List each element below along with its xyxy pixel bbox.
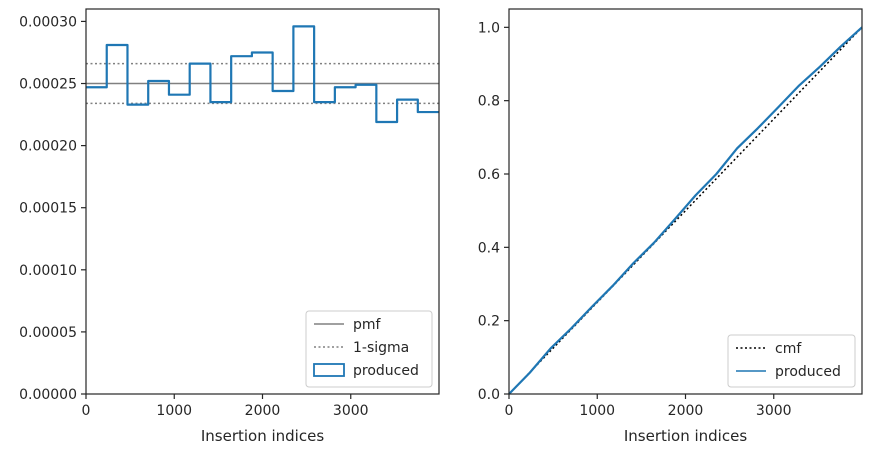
cmf-legend-label-0: cmf xyxy=(775,341,802,357)
pmf-legend-label-2: produced xyxy=(353,363,419,379)
cmf-x-tick-label-0: 0 xyxy=(505,403,514,419)
cmf-panel: 0 1000 2000 3000 0.0 0.2 0.4 0.6 0.8 1.0 Inserti… xyxy=(478,8,863,445)
pmf-x-axis-label: Insertion indices xyxy=(201,427,324,445)
pmf-legend-label-0: pmf xyxy=(353,317,382,333)
pmf-x-tick-label-2000: 2000 xyxy=(245,403,281,419)
cmf-y-tick-label-4: 0.8 xyxy=(478,94,500,110)
pmf-y-tick-label-5: 0.00025 xyxy=(19,77,77,93)
pmf-x-tick-label-3000: 3000 xyxy=(333,403,369,419)
cmf-produced-point-11 xyxy=(737,148,738,149)
cmf-produced-point-13 xyxy=(778,106,779,107)
pmf-y-tick-label-4: 0.00020 xyxy=(19,139,77,155)
cmf-produced-point-10 xyxy=(716,174,717,175)
cmf-x-axis-label: Insertion indices xyxy=(624,427,747,445)
pmf-x-tick-label-0: 0 xyxy=(82,403,91,419)
cmf-y-tick-label-3: 0.6 xyxy=(478,167,500,183)
cmf-produced-point-2 xyxy=(550,348,551,349)
pmf-y-tick-label-1: 0.00005 xyxy=(19,325,77,341)
pmf-panel: 0 1000 2000 3000 0.00000 0.00005 0.00010 0.000… xyxy=(19,8,440,445)
cmf-produced-point-4 xyxy=(591,306,592,307)
cmf-produced-point-7 xyxy=(654,242,655,243)
pmf-y-tick-label-0: 0.00000 xyxy=(19,387,77,403)
pmf-legend: pmf 1-sigma produced xyxy=(305,310,433,388)
pmf-y-tick-label-2: 0.00010 xyxy=(19,263,77,279)
pmf-legend-label-1: 1-sigma xyxy=(353,340,409,356)
cmf-series-cmf xyxy=(508,26,863,395)
cmf-produced-point-8 xyxy=(674,219,675,220)
cmf-x-tick-label-1000: 1000 xyxy=(579,403,615,419)
cmf-produced-point-6 xyxy=(633,263,634,264)
cmf-produced-point-3 xyxy=(571,328,572,329)
pmf-legend-handle-2 xyxy=(313,363,345,377)
pmf-legend-box xyxy=(305,310,433,388)
cmf-produced-point-15 xyxy=(820,66,821,67)
cmf-produced-point-14 xyxy=(799,85,800,86)
cmf-series-produced xyxy=(508,26,863,395)
cmf-legend-label-1: produced xyxy=(775,364,841,380)
cmf-legend: cmf produced xyxy=(727,334,856,388)
cmf-produced-point-16 xyxy=(840,46,841,47)
pmf-y-tick-label-6: 0.00030 xyxy=(19,14,77,30)
cmf-y-tick-label-1: 0.2 xyxy=(478,314,500,330)
pmf-x-tick-label-1000: 1000 xyxy=(156,403,192,419)
cmf-produced-point-12 xyxy=(757,128,758,129)
cmf-y-tick-label-0: 0.0 xyxy=(478,387,500,403)
cmf-x-tick-label-2000: 2000 xyxy=(668,403,704,419)
cmf-produced-point-9 xyxy=(695,195,696,196)
cmf-x-tick-label-3000: 3000 xyxy=(756,403,792,419)
cmf-produced-point-5 xyxy=(612,285,613,286)
cmf-y-tick-label-5: 1.0 xyxy=(478,20,500,36)
pmf-series-produced xyxy=(86,25,439,124)
pmf-y-tick-label-3: 0.00015 xyxy=(19,201,77,217)
cmf-y-tick-label-2: 0.4 xyxy=(478,240,500,256)
cmf-produced-point-1 xyxy=(529,372,530,373)
